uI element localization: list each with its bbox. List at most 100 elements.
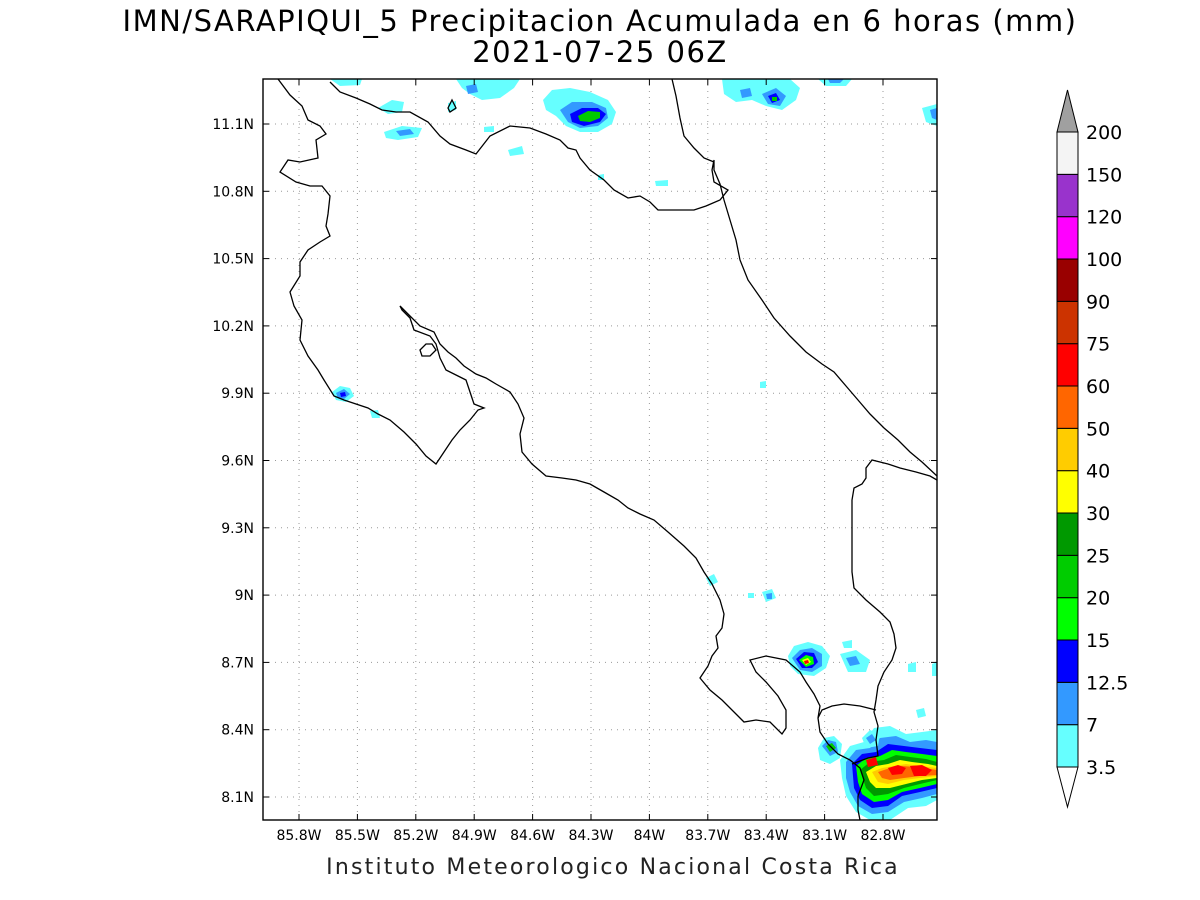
precip-cell-se-c — [842, 640, 852, 648]
precip-cell-north-8 — [484, 126, 494, 132]
colorbar-label: 50 — [1086, 418, 1110, 440]
colorbar-band — [1056, 724, 1079, 768]
precip-cell-north-10 — [655, 180, 668, 186]
rio-san-juan-border — [671, 79, 715, 163]
precipitation-field — [330, 79, 937, 820]
coastlines-and-borders — [277, 79, 937, 820]
map-axes: 85.8W 85.5W 85.2W 84.9W 84.6W 84.3W 84W 83.7W 83… — [212, 79, 937, 844]
lon-tick-label: 83.7W — [685, 828, 730, 844]
map-subtitle: 2021-07-25 06Z — [472, 35, 728, 69]
gulf-of-nicoya-island — [419, 343, 437, 357]
precip-cell-small-2 — [706, 574, 718, 586]
map-title: IMN/SARAPIQUI_5 Precipitacion Acumulada … — [122, 4, 1078, 38]
lat-tick-label: 9.3N — [221, 521, 254, 537]
colorbar-label: 12.5 — [1086, 672, 1128, 694]
precip-cell-ne-4 — [772, 97, 777, 101]
pacific-coast-and-nicaragua-border — [277, 79, 865, 820]
colorbar-label: 25 — [1086, 545, 1110, 567]
lat-tick-label: 8.4N — [221, 723, 254, 739]
lon-tick-label: 84W — [634, 828, 666, 844]
panama-border — [851, 459, 937, 765]
lon-tick-label: 85.2W — [393, 828, 438, 844]
colorbar-label: 7 — [1086, 715, 1098, 737]
precip-cell-sebig-l10 — [910, 765, 932, 776]
lat-tick-label: 9N — [235, 588, 254, 604]
precip-cell-ne-1 — [722, 79, 800, 110]
colorbar-label: 40 — [1086, 461, 1110, 483]
caribbean-coast — [329, 81, 937, 477]
colorbar-band — [1056, 427, 1079, 472]
colorbar-band — [1056, 385, 1079, 429]
lat-tick-label: 9.6N — [221, 454, 254, 470]
precip-cell-sebig-l9 — [888, 765, 906, 775]
colorbar-label: 60 — [1086, 376, 1110, 398]
colorbar-label: 200 — [1086, 122, 1122, 144]
lon-tick-label: 84.6W — [510, 828, 555, 844]
colorbar-max-triangle — [1056, 89, 1079, 133]
colorbar-band — [1056, 681, 1079, 726]
lon-tick-label: 84.3W — [568, 828, 613, 844]
precip-cell-west-core — [340, 392, 346, 397]
precip-cell-se-b-core — [846, 656, 860, 666]
colorbar-label: 100 — [1086, 249, 1122, 271]
precip-cell-north-1 — [330, 79, 362, 86]
colorbar-band — [1056, 258, 1079, 302]
lat-tick-label: 10.5N — [212, 252, 254, 268]
colorbar-legend: 3.5 7 12.5 15 20 25 30 40 50 60 75 90 100 120 150 200 — [1056, 89, 1128, 809]
lon-tick-label: 85.5W — [335, 828, 380, 844]
precip-cell-sebig-l11 — [866, 757, 878, 767]
precip-cell-se-f — [916, 708, 926, 718]
colorbar-label: 30 — [1086, 503, 1110, 525]
colorbar-min-triangle — [1056, 766, 1079, 809]
map-frame — [262, 78, 938, 821]
lat-tick-label: 10.2N — [212, 319, 254, 335]
lon-tick-label: 83.1W — [802, 828, 847, 844]
precip-cell-se-d — [908, 662, 916, 672]
precip-cell-ne-7 — [828, 79, 844, 83]
colorbar-label: 20 — [1086, 588, 1110, 610]
precip-cell-small-1 — [760, 381, 766, 388]
precip-cell-north-3 — [466, 84, 478, 94]
colorbar-label: 3.5 — [1086, 757, 1116, 779]
precip-cell-se-a-l6 — [804, 660, 809, 664]
osa-peninsula-detail — [817, 703, 877, 719]
precip-cell-big-north-inner — [578, 111, 600, 122]
colorbar-label: 75 — [1086, 334, 1110, 356]
precip-cell-ne-9 — [930, 108, 937, 120]
colorbar-band — [1056, 173, 1079, 218]
colorbar-label: 150 — [1086, 164, 1122, 186]
precip-cell-sebig-top-mid — [866, 734, 876, 744]
precip-cell-north-6 — [396, 129, 414, 136]
lon-tick-label: 82.8W — [860, 828, 905, 844]
lat-tick-label: 8.7N — [221, 655, 254, 671]
map-gridlines — [263, 79, 937, 820]
colorbar-band — [1056, 343, 1079, 387]
colorbar-label: 120 — [1086, 207, 1122, 229]
lat-tick-label: 11.1N — [212, 117, 254, 133]
footer-credit: Instituto Meteorologico Nacional Costa R… — [326, 855, 900, 880]
colorbar-band — [1056, 512, 1079, 556]
lat-tick-label: 9.9N — [221, 386, 254, 402]
lon-tick-label: 83.4W — [744, 828, 789, 844]
precip-cell-small-3-core — [766, 593, 772, 599]
lat-tick-label: 8.1N — [221, 790, 254, 806]
colorbar-band — [1056, 639, 1079, 683]
precip-cell-north-2 — [456, 79, 520, 100]
colorbar-band — [1056, 300, 1079, 345]
colorbar-band — [1056, 216, 1079, 260]
colorbar-label: 90 — [1086, 291, 1110, 313]
colorbar-label: 15 — [1086, 630, 1110, 652]
colorbar-band — [1056, 131, 1079, 175]
colorbar-band — [1056, 554, 1079, 599]
northern-island — [447, 98, 457, 113]
precip-cell-small-4 — [748, 593, 754, 598]
lat-tick-label: 10.8N — [212, 184, 254, 200]
precip-cell-west-2 — [370, 410, 380, 418]
lon-tick-label: 85.8W — [276, 828, 321, 844]
precip-cell-se-e — [932, 662, 937, 676]
colorbar-band — [1056, 597, 1079, 641]
lon-tick-label: 84.9W — [452, 828, 497, 844]
colorbar-band — [1056, 470, 1079, 514]
